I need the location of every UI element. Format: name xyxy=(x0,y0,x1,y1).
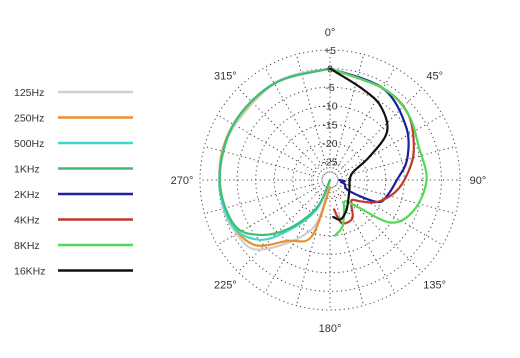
grid-ring-0 xyxy=(199,49,461,311)
angle-tick-label: 180° xyxy=(319,323,342,335)
grid-ring-4 xyxy=(273,123,387,237)
series-line-16khz xyxy=(328,67,389,221)
radial-tick-label: -15 xyxy=(322,119,337,131)
legend-label-4khz: 4KHz xyxy=(14,215,40,227)
series-line-125hz xyxy=(218,67,332,251)
angle-tick-label: 0° xyxy=(325,27,336,39)
legend-label-16khz: 16KHz xyxy=(14,266,46,278)
grid-spoke-330 xyxy=(264,67,327,174)
angle-tick-label: 315° xyxy=(214,70,237,82)
grid-spoke-135 xyxy=(334,184,423,273)
grid-spoke-15 xyxy=(331,54,365,173)
legend-label-125hz: 125Hz xyxy=(14,87,44,99)
radial-tick-label: -5 xyxy=(325,82,334,94)
grid-ring-2 xyxy=(236,86,424,274)
legend: 125Hz 250Hz 500Hz 1KHz 2KHz 4KHz 8KHz 16KHz xyxy=(14,87,133,278)
radial-tick-label: -20 xyxy=(322,138,337,150)
grid-spoke-120 xyxy=(336,183,443,246)
legend-label-1khz: 1KHz xyxy=(14,164,40,176)
series-line-1khz xyxy=(218,67,332,237)
grid-spoke-30 xyxy=(333,67,396,174)
radial-tick-label: +5 xyxy=(324,45,336,57)
grid-ring-5 xyxy=(292,142,368,218)
grid-spoke-165 xyxy=(331,187,365,306)
grid-spoke-240 xyxy=(217,183,324,246)
grid-spoke-225 xyxy=(237,184,326,273)
radial-tick-label: 0 xyxy=(327,64,333,76)
legend-label-250hz: 250Hz xyxy=(14,113,44,125)
angle-tick-label: 45° xyxy=(426,70,443,82)
series-line-250hz xyxy=(218,67,332,247)
legend-label-2khz: 2KHz xyxy=(14,189,40,201)
radial-tick-label: -25 xyxy=(322,156,337,168)
series-line-500hz xyxy=(218,67,332,241)
angular-tick-labels: 0° 45° 90° 135° 180° 225° 270° 315° xyxy=(171,27,487,335)
legend-label-500hz: 500Hz xyxy=(14,138,44,150)
angle-tick-label: 135° xyxy=(423,280,446,292)
grid-spoke-150 xyxy=(333,186,396,293)
grid-spoke-105 xyxy=(337,181,456,215)
angle-tick-label: 225° xyxy=(214,280,237,292)
angle-tick-label: 90° xyxy=(470,175,487,187)
angle-tick-label: 270° xyxy=(171,175,194,187)
legend-label-8khz: 8KHz xyxy=(14,240,40,252)
radial-tick-label: -10 xyxy=(322,101,337,113)
radial-tick-labels: +5 0 -5 -10 -15 -20 -25 xyxy=(322,45,337,168)
grid-spoke-210 xyxy=(264,186,327,293)
series-line-2khz xyxy=(328,67,410,204)
grid-ring-6 xyxy=(310,160,350,200)
grid-spoke-75 xyxy=(337,145,456,179)
grid-spoke-45 xyxy=(334,87,423,176)
grid-spoke-60 xyxy=(336,114,443,177)
grid-spoke-195 xyxy=(295,187,329,306)
series-layer xyxy=(218,67,428,251)
series-line-8khz xyxy=(328,67,428,237)
